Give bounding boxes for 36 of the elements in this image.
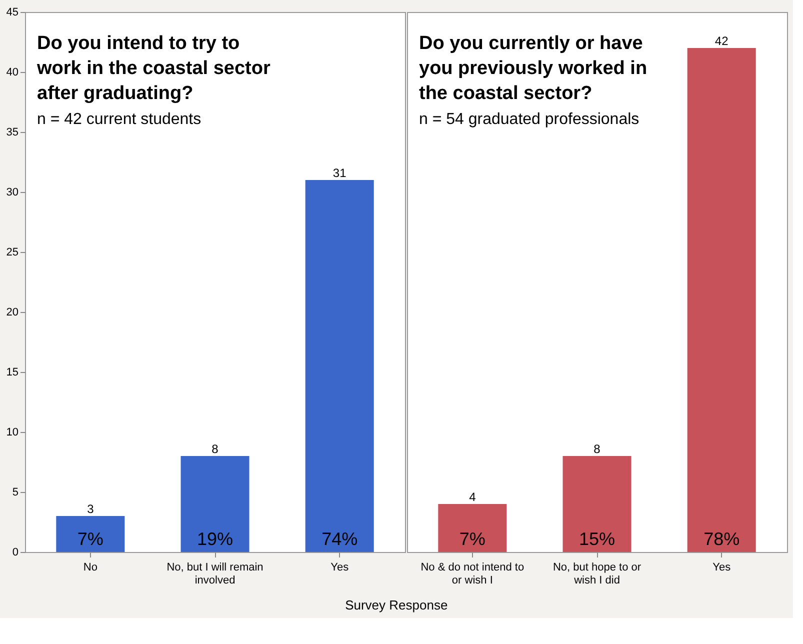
bar xyxy=(180,456,250,552)
y-tick-label: 5 xyxy=(12,486,18,498)
annotation: 74% xyxy=(322,529,358,549)
data-label: 4 xyxy=(469,490,476,504)
text: n = 42 current students xyxy=(37,111,202,128)
y-tick-label: 20 xyxy=(6,306,18,318)
text: n = 54 graduated professionals xyxy=(419,111,640,128)
annotation: 7% xyxy=(459,529,486,549)
annotation: 15% xyxy=(578,529,616,549)
y-tick-label: 15 xyxy=(6,366,18,378)
annotation: 7% xyxy=(77,529,104,549)
y-tick-label: 35 xyxy=(6,126,18,138)
y-tick-label: 25 xyxy=(6,246,18,258)
bar xyxy=(305,180,374,552)
x-tick-label: No & do not intend to or wish I xyxy=(420,562,524,586)
x-tick-label: Yes xyxy=(712,562,732,574)
text: Do you currently or have you previously worked in the coastal sector? xyxy=(419,33,648,104)
annotation: 78% xyxy=(704,529,740,549)
y-tick-label: 0 xyxy=(12,546,18,558)
data-label: 8 xyxy=(594,442,601,456)
x-tick-label: No, but I will remain involved xyxy=(166,562,264,586)
x-axis-title: Survey Response xyxy=(345,598,448,612)
data-label: 3 xyxy=(87,502,94,516)
text: Do you intend to try to work in the coastal sector after graduating? xyxy=(36,33,271,104)
x-tick-label: No, but hope to or wish I did xyxy=(552,562,642,586)
data-label: 42 xyxy=(714,34,729,48)
annotation: 19% xyxy=(196,529,234,549)
y-tick-label: 30 xyxy=(6,186,18,198)
y-tick-label: 45 xyxy=(6,6,18,18)
data-label: 31 xyxy=(332,166,347,180)
y-tick-label: 10 xyxy=(6,426,18,438)
x-tick-label: No xyxy=(83,562,98,574)
x-tick-label: Yes xyxy=(330,562,350,574)
bar xyxy=(56,516,125,552)
data-label: 8 xyxy=(212,442,219,456)
y-tick-label: 40 xyxy=(6,66,18,78)
